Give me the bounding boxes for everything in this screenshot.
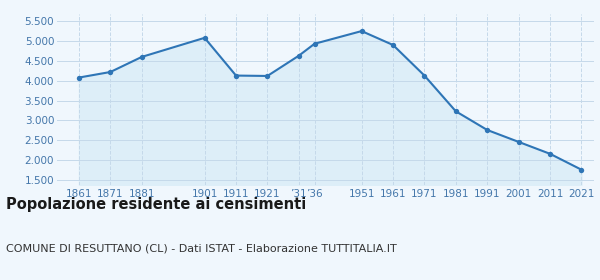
Point <box>263 74 272 78</box>
Text: COMUNE DI RESUTTANO (CL) - Dati ISTAT - Elaborazione TUTTITALIA.IT: COMUNE DI RESUTTANO (CL) - Dati ISTAT - … <box>6 244 397 254</box>
Point <box>357 29 367 33</box>
Point <box>106 70 115 74</box>
Point <box>482 128 492 132</box>
Text: Popolazione residente ai censimenti: Popolazione residente ai censimenti <box>6 197 306 213</box>
Point <box>577 167 586 172</box>
Point <box>419 73 429 78</box>
Point <box>451 109 461 114</box>
Point <box>310 41 319 46</box>
Point <box>231 73 241 78</box>
Point <box>294 53 304 58</box>
Point <box>74 75 84 80</box>
Point <box>200 36 209 40</box>
Point <box>545 151 555 156</box>
Point <box>137 55 146 59</box>
Point <box>388 43 398 47</box>
Point <box>514 140 523 144</box>
